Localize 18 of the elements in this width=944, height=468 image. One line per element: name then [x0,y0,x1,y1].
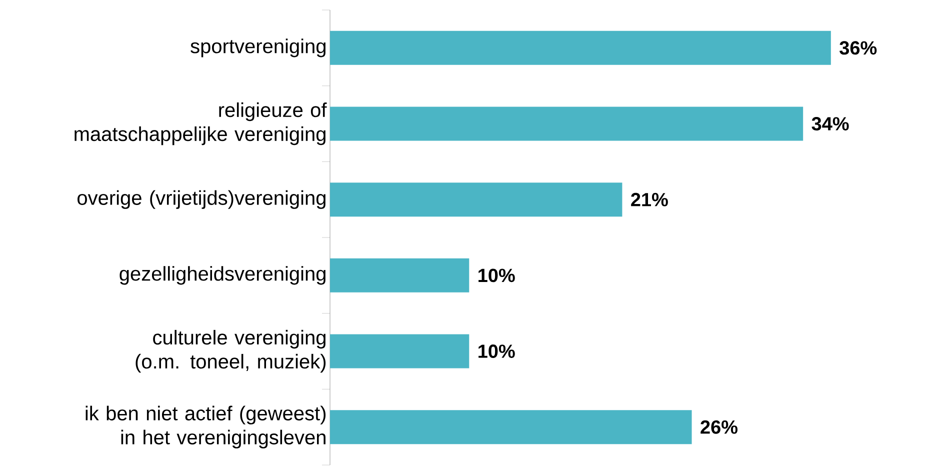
data-label: 10% [478,344,515,358]
data-label: 34% [812,117,849,130]
bar [330,106,804,141]
data-label: 26% [700,420,738,434]
bar [330,182,622,217]
y-tick-label: culturele vereniging (o.m. toneel, muziek) [136,330,326,373]
data-label: 21% [631,192,668,206]
bar [330,334,470,368]
bar [330,30,831,65]
y-tick-label: gezelligheidsvereniging [120,266,326,285]
y-tick-label: ik ben niet actief (geweest) in het verenigingsleven [86,406,326,448]
bar [330,410,692,444]
y-tick-label: sportvereniging [190,38,326,58]
y-tick-label: religieuze of maatschappelijke vereniging [74,102,327,146]
bar [330,258,470,292]
data-label: 36% [840,41,877,55]
data-label: 10% [478,268,515,282]
y-tick-label: overige (vrijetijds)vereniging [78,190,326,209]
